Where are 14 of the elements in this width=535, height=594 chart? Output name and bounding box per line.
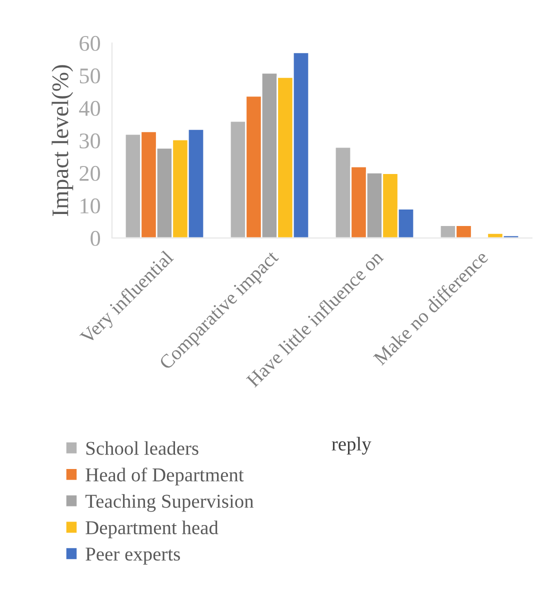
legend-label: Peer experts [86, 548, 180, 565]
y-tick-label: 60 [80, 36, 100, 51]
legend-label: Department head [86, 520, 218, 538]
legend-label: School leaders [86, 441, 198, 455]
legend-label: Head of Department [86, 468, 244, 486]
y-tick-label: 30 [80, 133, 100, 148]
y-tick-label: 40 [79, 100, 100, 116]
y-tick-label: 10 [80, 198, 100, 214]
y-tick-label: 50 [80, 68, 100, 84]
x-axis-title: reply [332, 436, 372, 455]
y-tick-label: 0 [90, 230, 100, 246]
y-tick-label: 20 [80, 166, 100, 181]
y-axis-title: Impact level(%) [52, 65, 74, 216]
legend-label: Teaching Supervision [85, 494, 254, 512]
